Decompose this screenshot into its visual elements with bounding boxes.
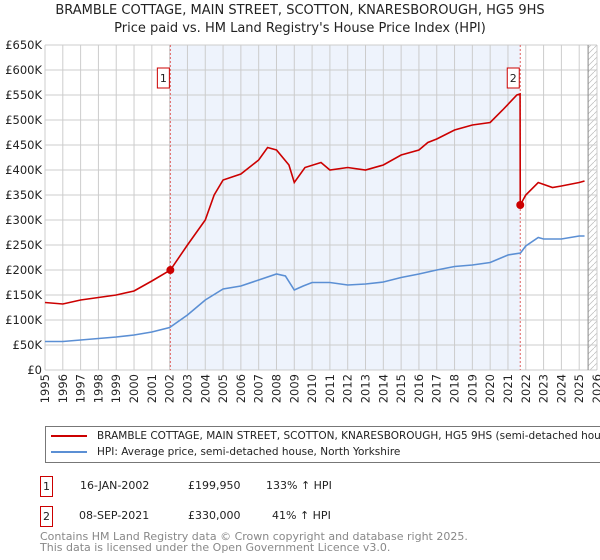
legend-item-hpi: HPI: Average price, semi-detached house,… (51, 446, 400, 460)
x-tick-label: 2022 (519, 374, 533, 403)
x-tick-label: 2011 (323, 374, 337, 403)
x-tick-label: 2026 (590, 374, 600, 403)
y-tick-label: £150K (5, 288, 42, 302)
transaction-hpi: 41% ↑ HPI (272, 509, 331, 522)
annotation-box (506, 67, 520, 89)
annotation-box (156, 67, 170, 89)
x-tick-label: 2001 (145, 374, 159, 403)
y-tick-label: £350K (5, 188, 42, 202)
x-tick-label: 2019 (465, 374, 479, 403)
annotation-label: 2 (510, 72, 517, 85)
x-tick-label: 2002 (163, 374, 177, 403)
legend-item-property: BRAMBLE COTTAGE, MAIN STREET, SCOTTON, K… (51, 430, 600, 444)
y-tick-label: £400K (5, 163, 42, 177)
x-tick-label: 1998 (91, 374, 105, 403)
x-tick-label: 2012 (341, 374, 355, 403)
x-tick-label: 2023 (537, 374, 551, 403)
x-tick-label: 2000 (127, 374, 141, 403)
x-tick-label: 2009 (287, 374, 301, 403)
x-tick-label: 2008 (269, 374, 283, 403)
transaction-date: 08-SEP-2021 (79, 509, 150, 522)
x-tick-label: 2016 (412, 374, 426, 403)
x-tick-label: 2015 (394, 374, 408, 403)
y-tick-label: £500K (5, 113, 42, 127)
footer-licence: This data is licensed under the Open Gov… (40, 541, 391, 554)
legend-label: HPI: Average price, semi-detached house,… (97, 446, 401, 458)
transaction-price: £330,000 (188, 509, 241, 522)
x-tick-label: 2020 (483, 374, 497, 403)
transaction-hpi: 133% ↑ HPI (266, 479, 332, 492)
y-tick-label: £100K (5, 313, 42, 327)
legend-red-swatch (51, 435, 87, 437)
footer-copyright: Contains HM Land Registry data © Crown c… (40, 530, 468, 543)
y-tick-label: £250K (5, 238, 42, 252)
marker-badge: 2 (40, 506, 53, 527)
x-tick-label: 2006 (234, 374, 248, 403)
x-tick-label: 2013 (359, 374, 373, 403)
transaction-price: £199,950 (188, 479, 241, 492)
x-tick-label: 2007 (252, 374, 266, 403)
shaded-period (170, 45, 521, 370)
y-tick-label: £450K (5, 138, 42, 152)
x-tick-label: 1999 (109, 374, 123, 403)
x-tick-label: 2024 (554, 374, 568, 403)
x-tick-label: 2014 (376, 374, 390, 403)
y-tick-label: £300K (5, 213, 42, 227)
sale-point (516, 201, 525, 209)
x-tick-label: 2025 (572, 374, 586, 403)
legend-blue-swatch (51, 451, 87, 453)
x-tick-label: 2004 (198, 374, 212, 403)
y-tick-label: £650K (5, 38, 42, 52)
x-tick-label: 2005 (216, 374, 230, 403)
x-tick-label: 1995 (38, 374, 52, 403)
y-tick-label: £600K (5, 63, 42, 77)
y-tick-label: £50K (13, 338, 43, 352)
x-tick-label: 2010 (305, 374, 319, 403)
annotation-label: 1 (160, 72, 167, 85)
forecast-hatch (588, 45, 597, 370)
y-tick-label: £200K (5, 263, 42, 277)
y-tick-label: £550K (5, 88, 42, 102)
x-tick-label: 2003 (180, 374, 194, 403)
series-line (44, 92, 585, 305)
chart-title: BRAMBLE COTTAGE, MAIN STREET, SCOTTON, K… (55, 3, 545, 18)
chart-subtitle: Price paid vs. HM Land Registry's House … (114, 21, 486, 36)
x-tick-label: 1997 (74, 374, 88, 403)
legend: BRAMBLE COTTAGE, MAIN STREET, SCOTTON, K… (45, 426, 600, 463)
marker-badge: 1 (40, 476, 53, 497)
price-chart: £0 £50K £100K £150K £200K £250K £300K £350K £400… (5, 38, 600, 403)
x-tick-label: 1996 (56, 374, 70, 403)
x-tick-label: 2018 (448, 374, 462, 403)
x-tick-label: 2017 (430, 374, 444, 403)
legend-label: BRAMBLE COTTAGE, MAIN STREET, SCOTTON, K… (97, 430, 600, 442)
series-line (45, 235, 585, 343)
transaction-date: 16-JAN-2002 (80, 479, 150, 492)
x-tick-label: 2021 (501, 374, 515, 403)
sale-point (166, 266, 175, 275)
y-tick-label: £0 (27, 363, 42, 377)
